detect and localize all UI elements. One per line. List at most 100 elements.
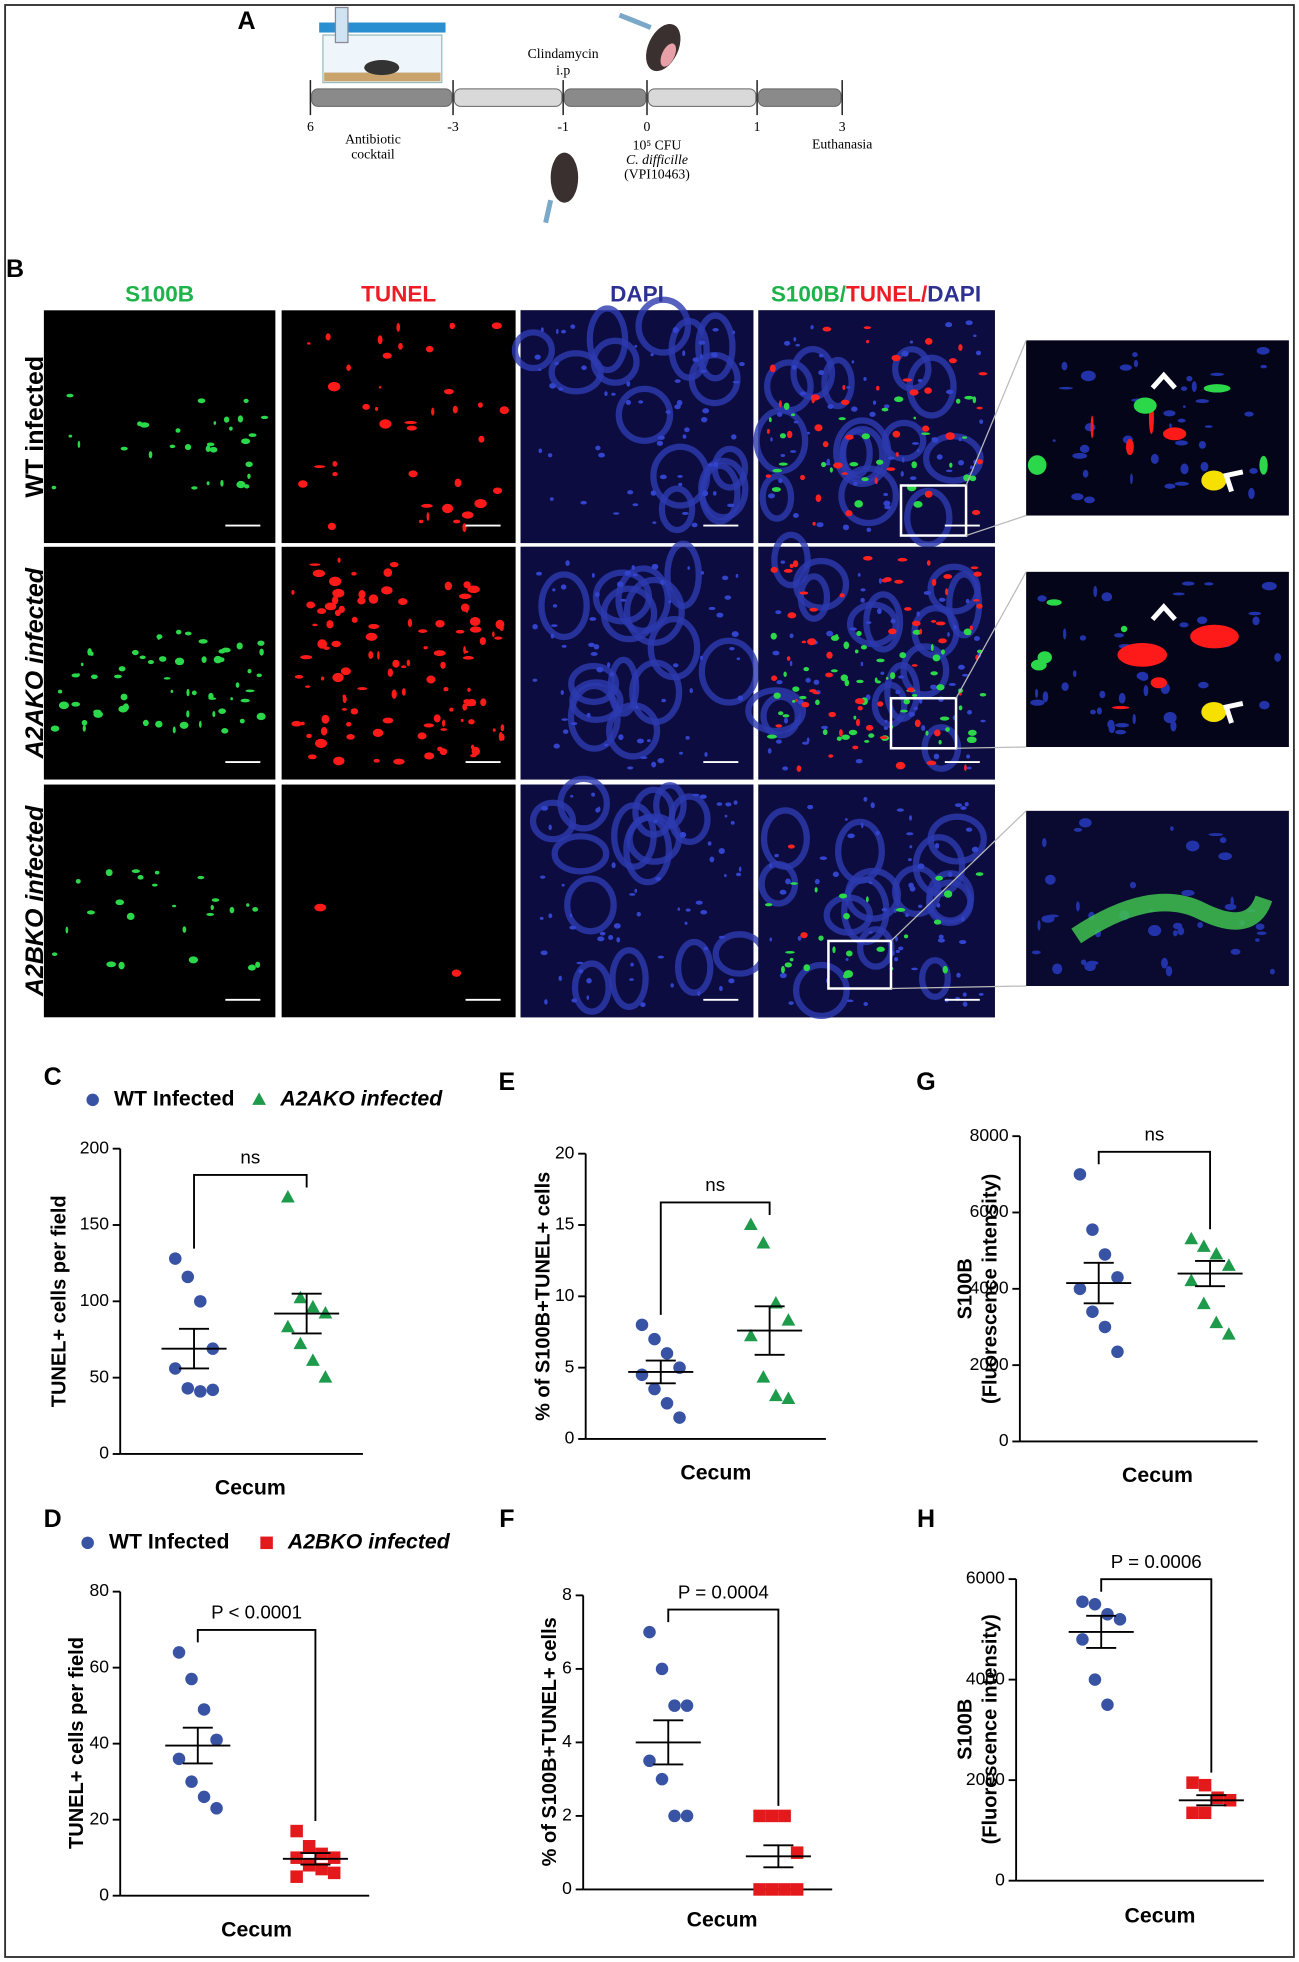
crypt [771,531,811,589]
stain [191,486,198,490]
stain [616,581,624,588]
point [1073,1168,1087,1181]
stain [945,322,953,328]
stain [897,557,908,562]
stain [1096,707,1102,715]
connector [965,340,1027,486]
stain [735,573,739,578]
stain [861,433,871,440]
error-bar [754,1305,785,1356]
stain [966,754,971,759]
stain [629,893,636,896]
point [185,1672,198,1686]
stain [240,698,250,703]
stain [1210,372,1225,376]
stain [976,459,983,465]
stain [377,335,383,345]
point [668,1809,681,1823]
point [635,1318,649,1332]
stain [895,907,906,912]
point [81,1536,94,1550]
stain [792,686,800,692]
stain [468,719,475,725]
stain [810,325,814,330]
stain [631,565,635,571]
stain [978,372,988,376]
stain [1084,423,1096,432]
stain [980,719,986,723]
stain [358,590,366,599]
stain [612,512,620,515]
stain [965,320,973,326]
y-axis-label: (Fluorescence intensity) [979,1614,1001,1844]
stain [846,999,854,1003]
stain [131,869,140,874]
stain [874,477,878,485]
stain [1073,827,1083,832]
stain [785,878,791,885]
stain [172,726,176,734]
error-bar [300,1852,331,1866]
stain [220,479,224,487]
stain [679,751,684,755]
stain [970,566,979,570]
stain [935,621,946,626]
stain [895,949,900,953]
stain [616,937,621,943]
stain [209,446,218,453]
stain [716,802,723,806]
timeline-note: Antibiotic [345,131,401,146]
stain [186,710,190,718]
stain [842,384,846,391]
stain [961,916,965,922]
point [1196,1296,1211,1310]
stain [57,689,63,694]
stain [789,563,794,569]
stain [794,699,798,702]
stain [346,734,355,740]
stain [879,736,888,739]
point [181,1270,195,1284]
stain [1186,375,1193,382]
y-tick-label: 150 [80,1214,109,1234]
stain [175,428,181,433]
stain [815,699,820,706]
stain [793,420,799,424]
stain [257,640,265,646]
error-bar [179,1327,210,1370]
stain [634,344,638,348]
stain [560,690,564,696]
stain [558,975,562,982]
dapi-bg [520,310,754,544]
stain [66,393,74,398]
stain [845,434,854,440]
y-tick-label: 20 [555,1142,575,1162]
stain [565,560,570,566]
stain [844,679,850,687]
stain [739,362,745,367]
stain [785,950,795,954]
stain [197,875,205,880]
stain [1090,709,1096,715]
stain [770,632,777,640]
stain [1230,896,1234,907]
stain [822,326,832,332]
stain [547,453,553,458]
stain [1185,840,1200,852]
point [680,1809,694,1823]
significance-label: P = 0.0004 [678,1581,769,1602]
timeline-note: Euthanasia [812,136,872,151]
stain [1083,496,1095,504]
stain [926,560,931,566]
stain [966,736,977,744]
stain [703,946,708,951]
stain [1190,624,1239,649]
stain [1072,670,1077,678]
stain [1195,399,1209,404]
significance-label: ns [705,1174,725,1195]
stain [1114,633,1124,638]
stain [596,666,604,673]
stain [636,738,644,744]
stain [672,663,679,668]
stain [922,425,930,432]
